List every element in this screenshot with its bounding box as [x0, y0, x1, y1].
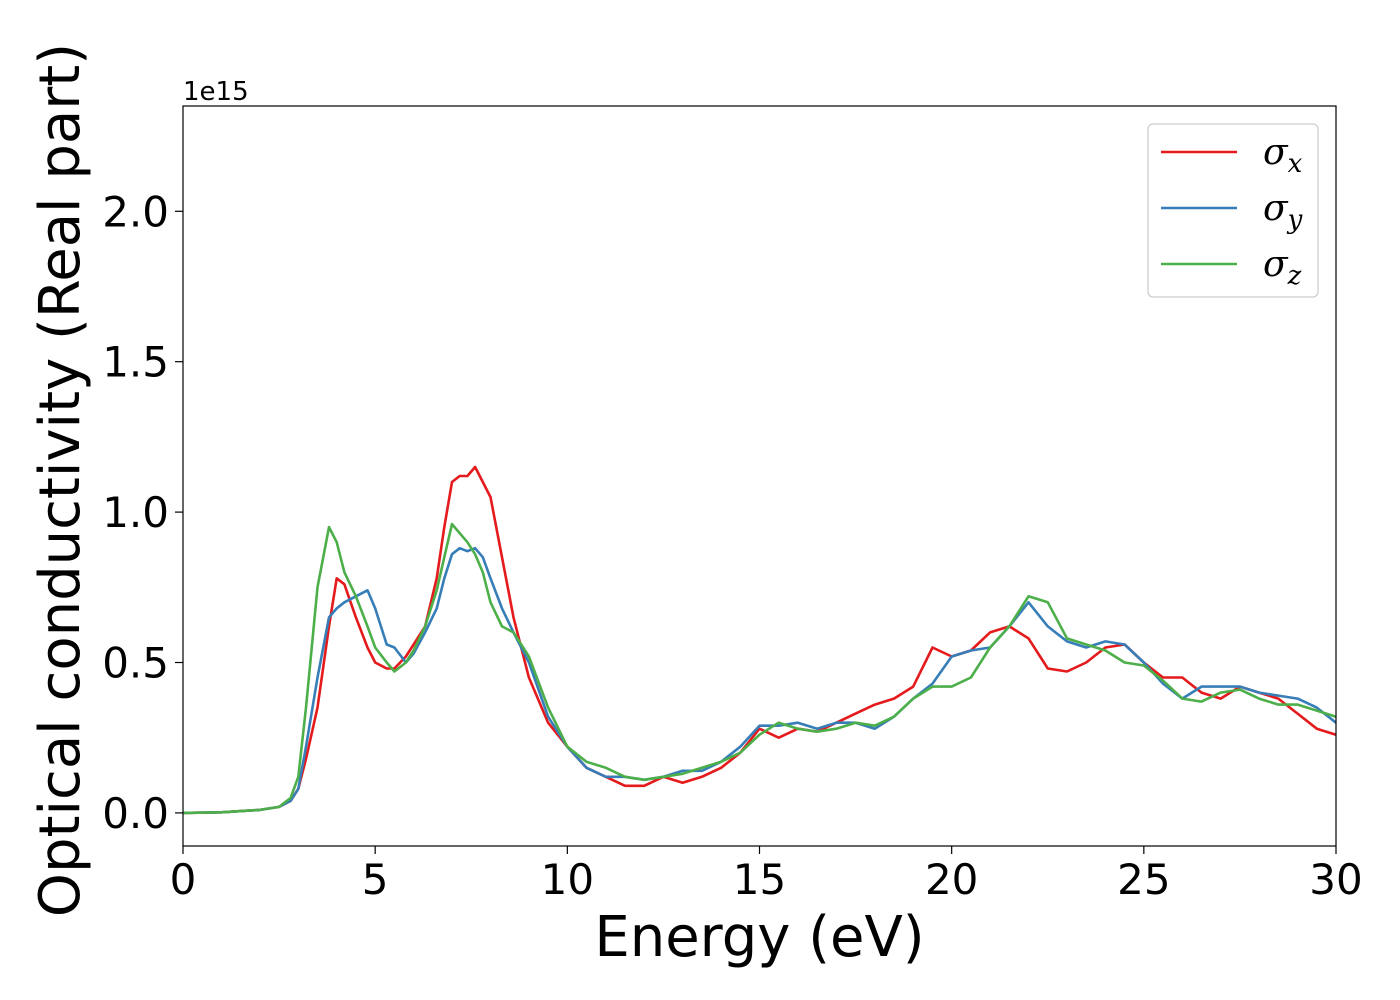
legend-symbol: σ — [1263, 188, 1289, 229]
legend-label-x: σx — [1263, 132, 1303, 179]
y-tick-label: 2.0 — [102, 187, 169, 236]
y-axis-ticks: 0.0 0.5 1.0 1.5 2.0 — [102, 187, 183, 838]
y-tick-label: 1.0 — [102, 488, 169, 537]
y-tick-label: 0.5 — [102, 639, 169, 688]
x-axis-label: Energy (eV) — [594, 905, 924, 970]
y-tick-label: 0.0 — [102, 789, 169, 838]
legend-label-z: σz — [1263, 244, 1302, 291]
x-tick-label: 15 — [733, 855, 786, 904]
y-axis-offset-text: 1e15 — [183, 77, 249, 107]
x-tick-label: 5 — [362, 855, 389, 904]
series-layer — [183, 465, 1336, 815]
legend-symbol: σ — [1263, 244, 1289, 285]
x-axis-ticks: 0 5 10 15 20 25 30 — [170, 846, 1363, 904]
x-tick-label: 10 — [541, 855, 594, 904]
legend-subscript: x — [1288, 149, 1303, 179]
legend-symbol: σ — [1263, 132, 1289, 173]
x-tick-label: 30 — [1309, 855, 1362, 904]
x-tick-label: 0 — [170, 855, 197, 904]
legend-subscript: y — [1287, 205, 1303, 235]
legend-subscript: z — [1287, 261, 1302, 291]
legend-box — [1147, 123, 1319, 298]
series-line-x — [183, 465, 1336, 815]
x-tick-label: 25 — [1117, 855, 1170, 904]
y-axis-label: Optical conductivity (Real part) — [28, 43, 93, 917]
legend-label-y: σy — [1263, 188, 1303, 235]
x-tick-label: 20 — [925, 855, 978, 904]
y-tick-label: 1.5 — [102, 338, 169, 387]
series-line-z — [183, 522, 1336, 815]
